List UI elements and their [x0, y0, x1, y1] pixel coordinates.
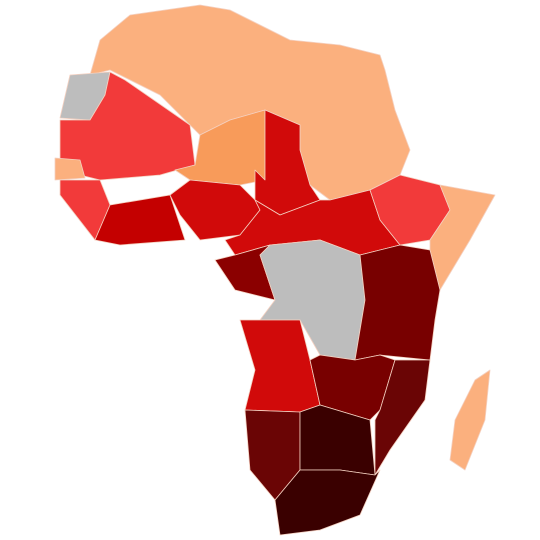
- mozambique: [374, 359, 431, 476]
- ivory-coast-ghana: [94, 194, 186, 246]
- madagascar: [449, 369, 491, 471]
- senegal: [54, 157, 86, 181]
- east-africa: [354, 244, 441, 361]
- south-africa: [274, 469, 381, 536]
